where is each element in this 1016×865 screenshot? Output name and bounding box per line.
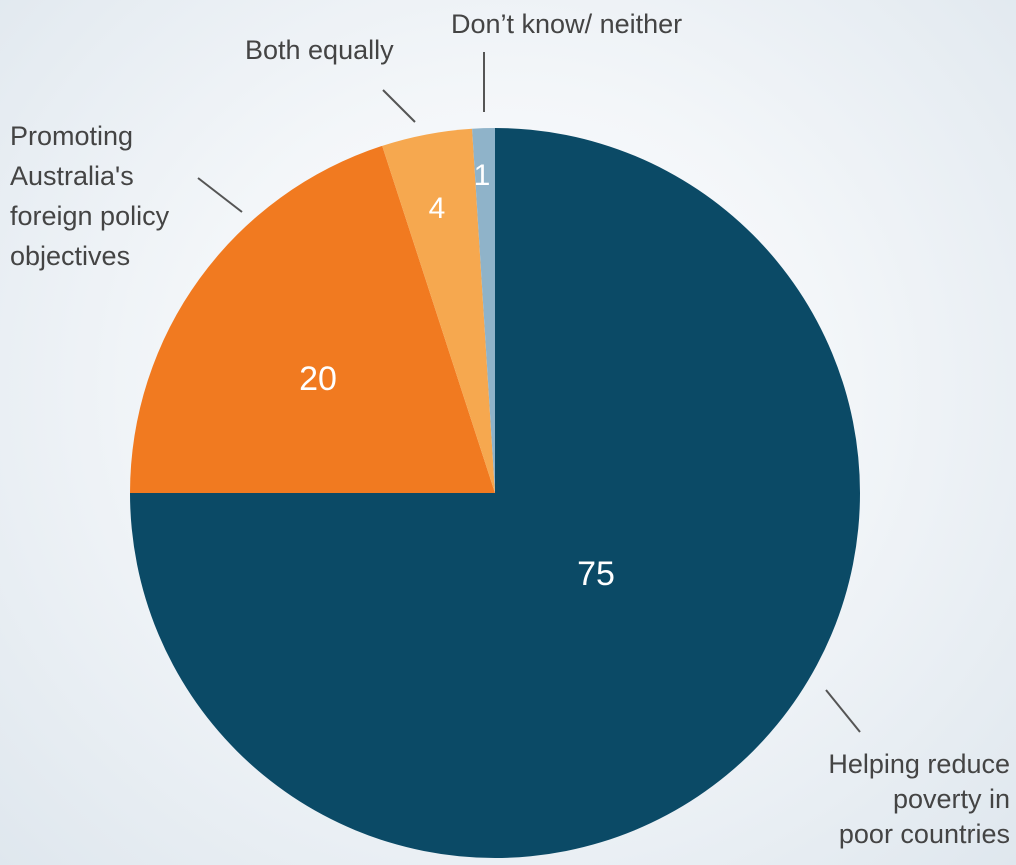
slice-value-label: 20 — [299, 360, 337, 398]
leader-line — [197, 177, 243, 213]
slice-category-label: Helping reduce poverty in poor countries — [828, 749, 1010, 849]
leader-line — [382, 89, 416, 123]
pie-slice-4 — [472, 128, 495, 493]
leader-line — [825, 689, 861, 733]
pie-slice-3 — [382, 128, 495, 493]
slice-category-label: Both equally — [245, 35, 394, 65]
slice-value-label: 4 — [429, 192, 446, 225]
slice-value-label: 1 — [474, 159, 491, 192]
slice-value-label: 75 — [577, 555, 615, 593]
pie-slice-2 — [130, 145, 495, 493]
slice-category-label: Promoting Australia's foreign policy object… — [10, 121, 170, 271]
slice-category-label: Don’t know/ neither — [451, 9, 682, 39]
